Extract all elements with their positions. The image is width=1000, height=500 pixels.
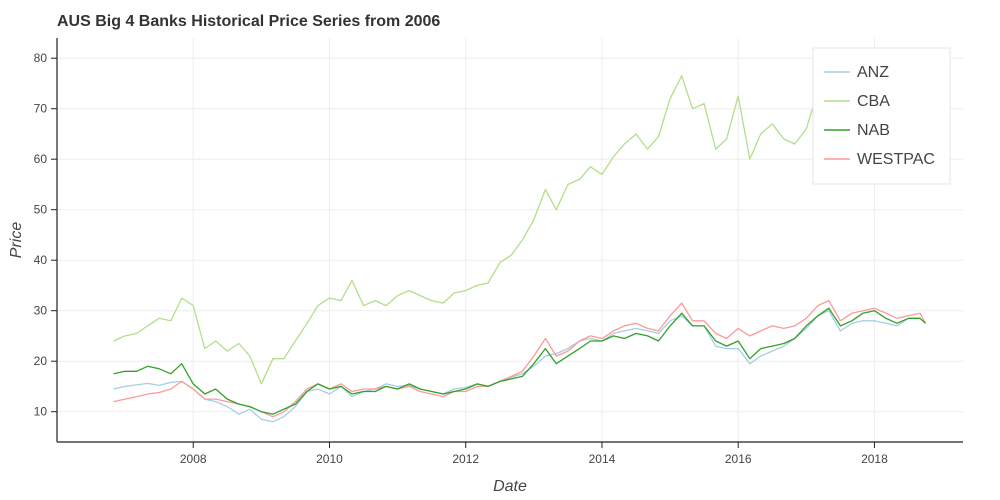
y-tick-label: 50 <box>34 203 48 217</box>
x-tick-label: 2012 <box>452 452 479 466</box>
x-tick-label: 2014 <box>589 452 616 466</box>
y-axis-label: Price <box>8 222 25 259</box>
y-tick-label: 70 <box>34 102 48 116</box>
series-line-cba <box>113 57 926 385</box>
legend: ANZ CBA NAB WESTPAC <box>812 47 951 185</box>
legend-label-cba: CBA <box>857 93 890 110</box>
chart-title: AUS Big 4 Banks Historical Price Series … <box>57 13 440 30</box>
y-tick-label: 10 <box>34 405 48 419</box>
y-axis-ticks: 10 20 30 40 50 60 70 80 <box>34 51 57 419</box>
grid <box>57 38 963 442</box>
series-line-nab <box>113 307 926 415</box>
series-line-westpac <box>113 299 927 418</box>
y-tick-label: 60 <box>34 152 48 166</box>
x-axis-ticks: 2008 2010 2012 2014 2016 2018 <box>180 442 888 466</box>
y-tick-label: 30 <box>34 304 48 318</box>
x-tick-label: 2010 <box>316 452 343 466</box>
legend-label-westpac: WESTPAC <box>857 151 935 168</box>
y-tick-label: 80 <box>34 51 48 65</box>
x-axis-label: Date <box>493 478 527 495</box>
series-line-anz <box>113 310 926 423</box>
x-tick-label: 2008 <box>180 452 207 466</box>
y-tick-label: 20 <box>34 354 48 368</box>
series-lines <box>113 57 927 423</box>
legend-label-nab: NAB <box>857 122 890 139</box>
axes <box>56 38 963 443</box>
legend-box <box>812 47 951 185</box>
y-tick-label: 40 <box>34 253 48 267</box>
x-tick-label: 2018 <box>861 452 888 466</box>
legend-label-anz: ANZ <box>857 64 889 81</box>
x-tick-label: 2016 <box>725 452 752 466</box>
